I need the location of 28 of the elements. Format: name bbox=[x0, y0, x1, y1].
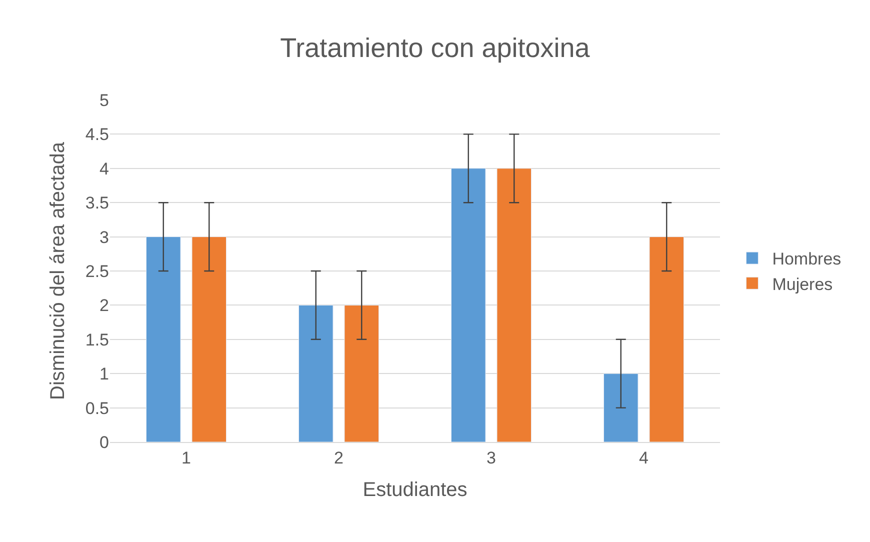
bar bbox=[146, 236, 181, 442]
y-tick-label: 4.5 bbox=[85, 125, 109, 144]
bar bbox=[649, 236, 684, 442]
y-tick-label: 2.5 bbox=[85, 262, 109, 281]
x-tick-label: 1 bbox=[182, 448, 191, 468]
y-tick-label: 1.5 bbox=[85, 330, 109, 350]
legend-label: Hombres bbox=[772, 250, 842, 269]
x-tick-label: 3 bbox=[486, 448, 496, 468]
x-tick-label: 2 bbox=[334, 448, 344, 468]
y-tick-label: 3.5 bbox=[85, 194, 109, 213]
bar bbox=[450, 168, 486, 442]
bar bbox=[298, 304, 334, 442]
x-axis-title: Estudiantes bbox=[362, 478, 468, 501]
y-tick-label: 3 bbox=[100, 228, 109, 247]
y-tick-label: 1 bbox=[100, 364, 109, 384]
legend-label: Mujeres bbox=[772, 274, 833, 294]
chart-title: Tratamiento con apitoxina bbox=[280, 32, 591, 63]
y-tick-label: 4 bbox=[100, 159, 109, 178]
bar bbox=[192, 236, 227, 442]
y-tick-label: 2 bbox=[100, 296, 109, 316]
y-axis-title: Disminució del área afectada bbox=[46, 141, 69, 400]
y-tick-label: 5 bbox=[100, 90, 109, 110]
bar bbox=[496, 168, 532, 442]
bar bbox=[603, 373, 638, 442]
y-tick-label: 0 bbox=[100, 432, 109, 452]
x-tick-label: 4 bbox=[639, 448, 648, 468]
y-tick-label: 0.5 bbox=[85, 398, 109, 418]
bar bbox=[344, 304, 380, 442]
